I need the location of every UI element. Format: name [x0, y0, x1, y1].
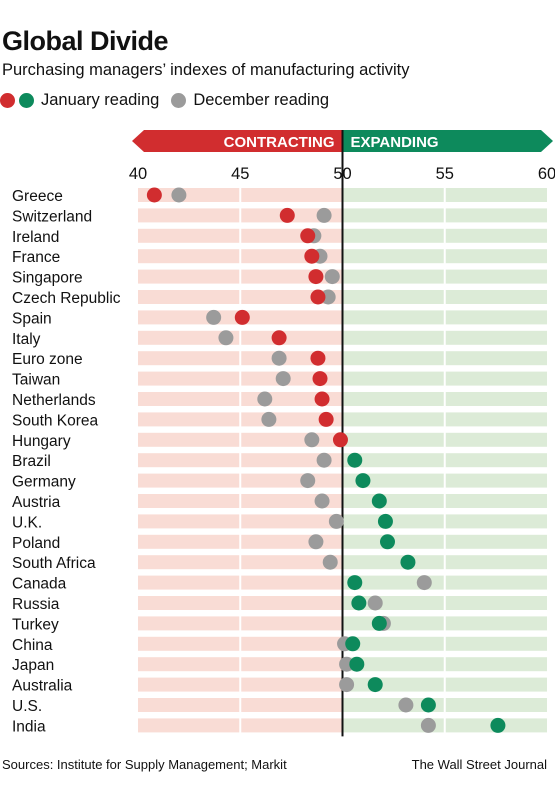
december-dot [300, 473, 316, 489]
january-dot [420, 697, 436, 713]
january-dot [312, 371, 328, 387]
december-dot [171, 187, 187, 203]
january-dot [490, 717, 506, 733]
january-dot [347, 575, 363, 591]
december-dot [314, 493, 330, 509]
december-dot [304, 432, 320, 448]
legend-swatch-january-green [19, 92, 34, 108]
december-dot [257, 391, 273, 407]
category-label: Brazil [12, 453, 51, 470]
january-dot [308, 269, 324, 285]
january-dot [300, 228, 316, 244]
december-dot [308, 534, 324, 550]
january-dot [271, 330, 287, 346]
december-dot [328, 513, 344, 529]
january-dot [314, 391, 330, 407]
category-label: U.K. [12, 514, 42, 531]
january-dot [379, 534, 395, 550]
category-label: China [12, 637, 53, 654]
january-dot [347, 452, 363, 468]
x-tick-label: 40 [129, 165, 147, 183]
january-dot [345, 636, 361, 652]
january-dot [349, 656, 365, 672]
category-label: Turkey [12, 616, 59, 633]
chart-subtitle: Purchasing managers’ indexes of manufact… [2, 61, 410, 79]
category-label: Euro zone [12, 351, 83, 368]
category-label: Greece [12, 188, 63, 205]
category-label: Canada [12, 576, 67, 593]
january-dot [279, 207, 295, 223]
december-dot [420, 717, 436, 733]
expanding-label: EXPANDING [351, 134, 439, 151]
legend-swatch-december [171, 92, 187, 108]
december-dot [275, 371, 291, 387]
january-dot [304, 248, 320, 264]
december-dot [398, 697, 414, 713]
expanding-banner [342, 130, 553, 152]
january-dot [355, 473, 371, 489]
category-label: Australia [12, 678, 73, 695]
december-dot [206, 309, 222, 325]
category-label: Russia [12, 596, 60, 613]
december-dot [261, 411, 277, 427]
category-label: Switzerland [12, 208, 92, 225]
category-label: Ireland [12, 229, 59, 246]
category-label: South Korea [12, 412, 99, 429]
category-label: Italy [12, 331, 41, 348]
category-label: India [12, 718, 46, 735]
january-dot [351, 595, 367, 611]
december-dot [416, 575, 432, 591]
x-tick-label: 60 [538, 165, 555, 183]
category-label: Austria [12, 494, 61, 511]
contracting-banner [132, 130, 343, 152]
source-note: Sources: Institute for Supply Management… [2, 757, 287, 772]
category-label: Spain [12, 310, 52, 327]
january-dot [371, 615, 387, 631]
category-label: Taiwan [12, 372, 60, 389]
legend-swatch-january-red [0, 92, 15, 108]
contracting-label: CONTRACTING [224, 134, 335, 151]
december-dot [218, 330, 234, 346]
category-label: Czech Republic [12, 290, 121, 307]
december-dot [322, 554, 338, 570]
category-label: U.S. [12, 698, 42, 715]
january-dot [146, 187, 162, 203]
january-dot [310, 289, 326, 305]
publisher-credit: The Wall Street Journal [411, 757, 547, 772]
december-dot [316, 452, 332, 468]
category-label: Germany [12, 474, 76, 491]
category-label: South Africa [12, 555, 96, 572]
category-label: Poland [12, 535, 60, 552]
category-label: Netherlands [12, 392, 96, 409]
december-dot [367, 595, 383, 611]
category-label: France [12, 249, 60, 266]
january-dot [400, 554, 416, 570]
january-dot [377, 513, 393, 529]
legend-label-december: December reading [193, 90, 330, 109]
january-dot [371, 493, 387, 509]
legend-label-january: January reading [41, 90, 160, 109]
legend: January reading December reading [0, 90, 341, 110]
january-dot [332, 432, 348, 448]
category-label: Japan [12, 657, 54, 674]
category-label: Singapore [12, 270, 83, 287]
december-dot [271, 350, 287, 366]
x-tick-label: 45 [231, 165, 249, 183]
december-dot [324, 269, 340, 285]
january-dot [318, 411, 334, 427]
x-tick-label: 55 [436, 165, 454, 183]
january-dot [310, 350, 326, 366]
december-dot [339, 677, 355, 693]
january-dot [234, 309, 250, 325]
december-dot [316, 207, 332, 223]
january-dot [367, 677, 383, 693]
chart-title: Global Divide [2, 26, 169, 56]
category-label: Hungary [12, 433, 71, 450]
